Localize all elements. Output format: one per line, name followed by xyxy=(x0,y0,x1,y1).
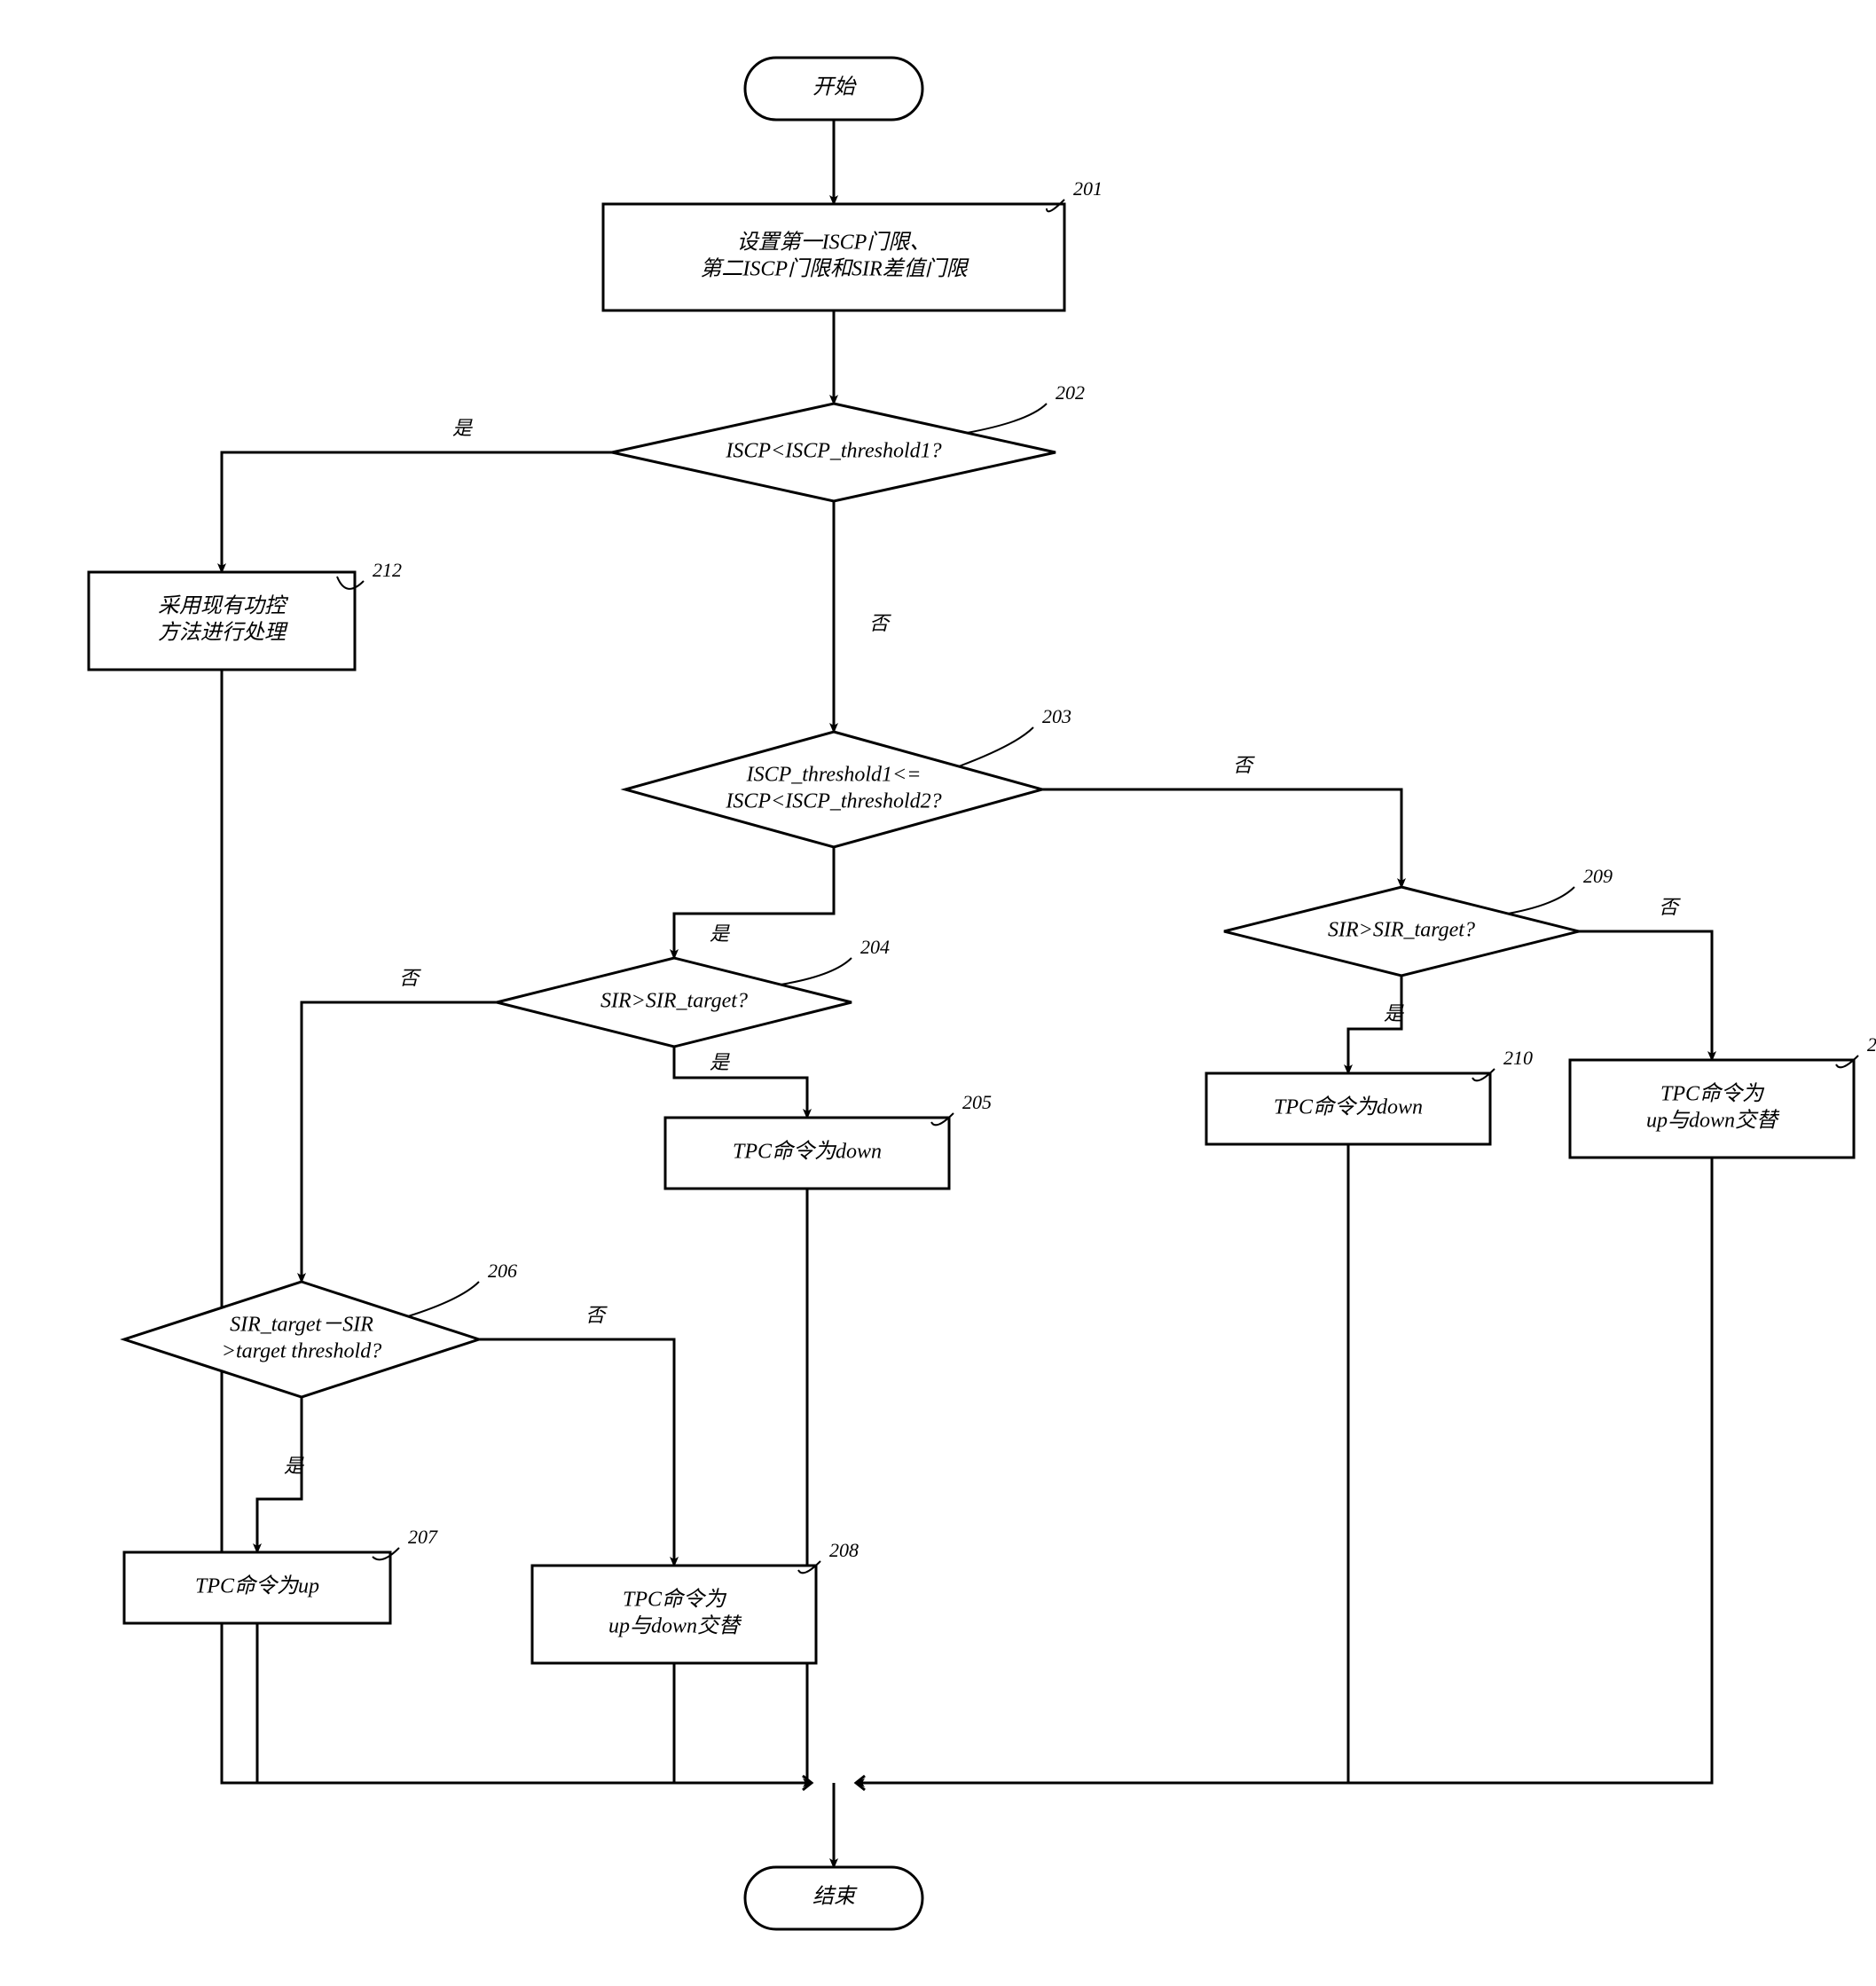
edge-label: 否 xyxy=(1233,754,1255,776)
edge-label: 否 xyxy=(1659,896,1681,918)
node-n211: TPC命令为 up与down交替 211 xyxy=(1570,1033,1876,1158)
flow-edge xyxy=(479,1339,674,1566)
node-n207: TPC命令为up 207 xyxy=(124,1526,438,1623)
node-text: 设置第一ISCP门限、 xyxy=(737,231,931,255)
flow-edge xyxy=(674,847,834,958)
node-text: SIR>SIR_target? xyxy=(1328,919,1475,942)
flow-edge xyxy=(674,1047,807,1118)
edge-label: 否 xyxy=(585,1304,608,1326)
node-text: 结束 xyxy=(812,1885,858,1909)
flow-edge xyxy=(856,1158,1712,1783)
node-end: 结束 xyxy=(745,1867,922,1929)
flow-edge xyxy=(1042,789,1401,887)
step-number: 211 xyxy=(1867,1033,1876,1056)
node-text: ISCP_threshold1<= xyxy=(746,764,922,787)
step-number: 202 xyxy=(1056,381,1085,404)
node-text: SIR>SIR_target? xyxy=(600,990,748,1013)
flow-edge xyxy=(856,1144,1348,1783)
flow-edge xyxy=(1348,976,1401,1073)
step-number: 210 xyxy=(1503,1047,1533,1069)
flow-edge xyxy=(222,452,612,572)
node-n206: SIR_target－SIR >target threshold? 206 xyxy=(124,1260,517,1397)
edge-label: 是 xyxy=(284,1455,304,1477)
step-number: 204 xyxy=(860,936,890,958)
node-n210: TPC命令为down 210 xyxy=(1206,1047,1533,1144)
node-start: 开始 xyxy=(745,58,922,120)
node-text: 开始 xyxy=(812,75,857,99)
node-text: SIR_target－SIR xyxy=(230,1314,373,1337)
node-text: ISCP<ISCP_threshold1? xyxy=(725,440,941,463)
edge-label: 是 xyxy=(710,922,730,945)
node-n204: SIR>SIR_target? 204 xyxy=(497,936,890,1047)
node-text: TPC命令为down xyxy=(1274,1095,1423,1119)
step-number: 209 xyxy=(1583,865,1613,887)
flowchart-canvas: 是否是否是否是否是否开始设置第一ISCP门限、第二ISCP门限和SIR差值门限2… xyxy=(18,18,1876,1968)
node-n205: TPC命令为down 205 xyxy=(665,1091,992,1189)
node-text: 第二ISCP门限和SIR差值门限 xyxy=(700,257,969,281)
node-text: TPC命令为 xyxy=(1660,1082,1765,1106)
node-n212: 采用现有功控方法进行处理 212 xyxy=(89,559,402,670)
step-number: 212 xyxy=(373,559,402,581)
flow-edge xyxy=(1579,931,1712,1060)
node-text: up与down交替 xyxy=(1646,1109,1780,1133)
node-n201: 设置第一ISCP门限、第二ISCP门限和SIR差值门限 201 xyxy=(603,177,1103,310)
node-text: up与down交替 xyxy=(608,1614,742,1638)
step-number: 207 xyxy=(408,1526,438,1548)
node-n209: SIR>SIR_target? 209 xyxy=(1224,865,1613,976)
flow-edge xyxy=(302,1002,497,1282)
node-n208: TPC命令为up与down交替 208 xyxy=(532,1539,859,1663)
node-n203: ISCP_threshold1<= ISCP<ISCP_threshold2? 20… xyxy=(625,705,1071,847)
node-text: 采用现有功控 xyxy=(158,594,289,618)
node-text: 方法进行处理 xyxy=(158,621,288,645)
node-n202: ISCP<ISCP_threshold1? 202 xyxy=(612,381,1085,501)
edge-label: 否 xyxy=(399,967,421,989)
step-number: 208 xyxy=(829,1539,859,1561)
step-number: 206 xyxy=(488,1260,517,1282)
node-text: TPC命令为 xyxy=(623,1588,727,1612)
step-number: 203 xyxy=(1042,705,1071,727)
node-text: TPC命令为down xyxy=(733,1140,882,1164)
flow-edge xyxy=(674,1663,812,1783)
node-text: >target threshold? xyxy=(222,1340,381,1363)
node-text: ISCP<ISCP_threshold2? xyxy=(725,790,941,813)
edge-label: 否 xyxy=(869,612,891,634)
step-number: 205 xyxy=(962,1091,992,1113)
edge-label: 是 xyxy=(710,1051,730,1073)
node-text: TPC命令为up xyxy=(195,1574,319,1598)
edge-label: 是 xyxy=(452,417,473,439)
edge-label: 是 xyxy=(1384,1002,1404,1024)
step-number: 201 xyxy=(1073,177,1103,200)
